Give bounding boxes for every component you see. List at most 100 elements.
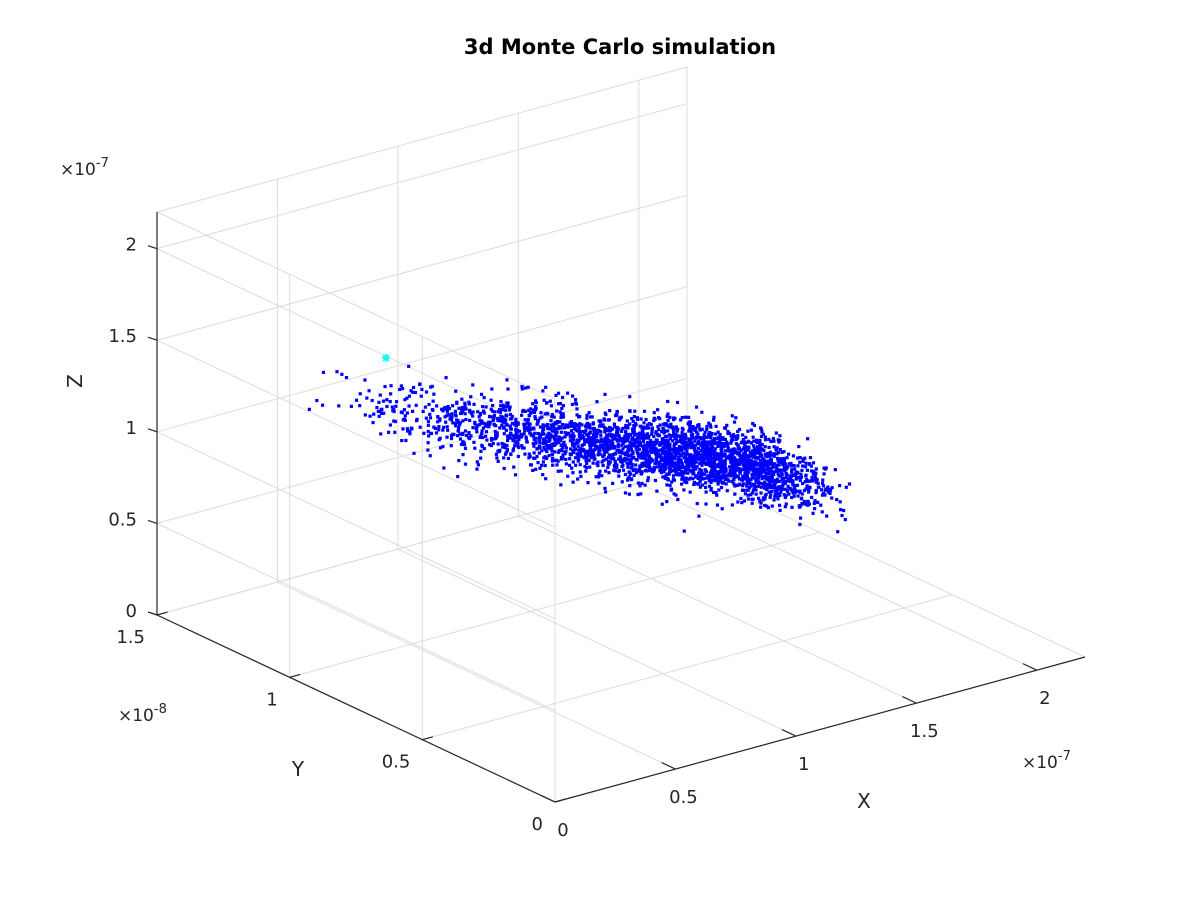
data-point <box>475 460 479 464</box>
data-point <box>821 484 826 488</box>
data-point <box>609 455 614 459</box>
data-point <box>467 400 471 404</box>
data-point <box>807 487 811 491</box>
data-point <box>677 444 682 449</box>
y-tick-label: 1.5 <box>116 627 145 648</box>
data-point <box>379 432 383 436</box>
data-point <box>721 436 725 440</box>
data-point <box>758 469 762 473</box>
data-point <box>738 469 742 474</box>
data-point <box>731 450 735 455</box>
data-point <box>778 508 782 512</box>
data-point <box>455 400 459 404</box>
data-point <box>768 495 772 500</box>
data-point <box>687 460 691 464</box>
data-point <box>630 465 634 470</box>
data-point <box>697 476 701 481</box>
data-point <box>593 444 598 448</box>
data-point <box>375 405 379 410</box>
data-point <box>438 446 443 450</box>
data-point <box>700 463 704 467</box>
data-point <box>571 460 575 464</box>
data-point <box>617 449 621 453</box>
data-point <box>729 439 733 443</box>
data-point <box>776 456 780 461</box>
data-point <box>706 474 710 478</box>
data-point <box>612 422 616 426</box>
data-point <box>650 442 654 446</box>
data-point <box>628 409 632 413</box>
data-point <box>795 456 800 460</box>
data-point <box>556 420 560 425</box>
data-point <box>819 503 823 507</box>
data-point <box>667 461 671 465</box>
data-point <box>428 416 433 420</box>
data-point <box>426 419 431 424</box>
data-point <box>737 477 742 481</box>
data-point <box>712 437 717 441</box>
data-point <box>647 457 651 461</box>
data-point <box>800 464 805 468</box>
data-point <box>473 446 477 450</box>
data-point <box>653 443 657 447</box>
data-point <box>709 444 714 448</box>
data-point <box>680 416 684 420</box>
data-point <box>405 429 410 433</box>
data-point <box>820 493 825 497</box>
data-point <box>743 492 748 496</box>
z-tick <box>147 336 158 341</box>
data-point <box>561 415 566 419</box>
data-point <box>632 444 637 448</box>
data-point <box>507 408 512 412</box>
data-point <box>580 423 584 427</box>
data-point <box>806 437 810 441</box>
data-point <box>631 450 635 454</box>
data-point <box>538 425 543 429</box>
data-point <box>628 422 632 426</box>
data-point <box>694 475 698 479</box>
data-point <box>719 457 723 461</box>
data-point <box>635 449 639 454</box>
data-point <box>559 483 563 487</box>
data-point <box>777 463 781 467</box>
data-point <box>641 452 645 456</box>
data-point <box>811 472 815 476</box>
data-point <box>621 468 626 472</box>
data-point <box>607 418 611 422</box>
data-point <box>491 403 495 408</box>
data-point <box>522 446 526 450</box>
data-point <box>408 429 412 434</box>
grid-lines <box>156 66 1086 803</box>
data-point <box>759 501 763 505</box>
data-point <box>784 480 788 484</box>
data-point <box>363 413 367 417</box>
data-point <box>402 408 406 412</box>
data-point <box>479 392 484 396</box>
data-point <box>479 420 483 424</box>
data-point <box>626 432 630 437</box>
data-point <box>785 488 789 492</box>
data-point <box>758 462 763 466</box>
data-point <box>405 396 409 400</box>
data-point <box>461 406 465 410</box>
data-point <box>778 460 782 464</box>
data-point <box>685 446 690 450</box>
data-point <box>655 489 659 493</box>
data-point <box>712 415 716 419</box>
data-point <box>543 412 547 416</box>
data-point <box>590 452 594 457</box>
data-point <box>602 452 606 457</box>
data-point <box>601 445 605 449</box>
data-point <box>560 423 565 427</box>
data-point <box>544 477 548 481</box>
data-point <box>575 407 579 411</box>
data-point <box>557 448 561 453</box>
data-point <box>786 465 790 469</box>
data-point <box>513 473 518 477</box>
data-point <box>337 404 341 408</box>
data-point <box>813 478 817 482</box>
data-point <box>681 473 685 477</box>
data-point <box>665 438 669 442</box>
data-point <box>759 454 763 458</box>
data-point <box>633 409 637 413</box>
